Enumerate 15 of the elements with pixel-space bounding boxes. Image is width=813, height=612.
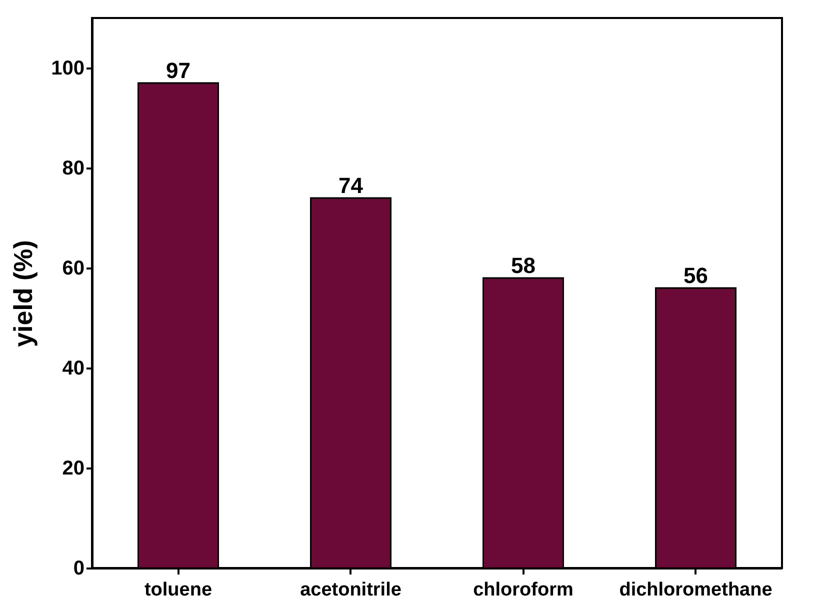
y-tick-label: 60	[62, 258, 84, 280]
y-tick-label: 100	[51, 58, 84, 80]
data-label: 56	[684, 263, 708, 288]
y-tick-label: 20	[62, 458, 84, 480]
x-tick-label: dichloromethane	[619, 580, 772, 600]
data-label: 74	[338, 173, 364, 198]
y-tick-label: 0	[73, 558, 84, 580]
y-tick-label: 80	[62, 158, 84, 180]
x-tick-label: chloroform	[473, 580, 574, 600]
y-tick-label: 40	[62, 358, 84, 380]
data-label: 58	[511, 253, 536, 278]
x-tick-label: toluene	[144, 580, 212, 600]
y-axis-title: yield (%)	[8, 240, 38, 347]
x-tick-label: acetonitrile	[300, 580, 402, 600]
data-label: 97	[166, 58, 190, 83]
